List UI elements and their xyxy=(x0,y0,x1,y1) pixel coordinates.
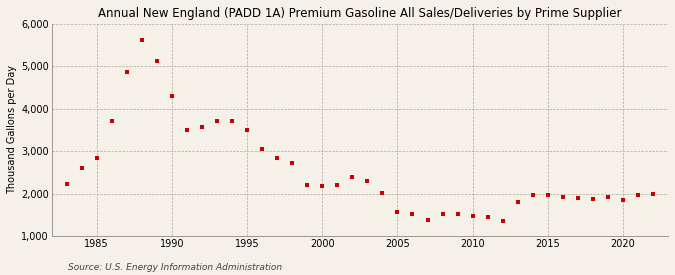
Point xyxy=(167,94,178,98)
Point xyxy=(212,119,223,123)
Point xyxy=(392,210,403,214)
Point xyxy=(347,175,358,179)
Point xyxy=(91,156,102,160)
Text: Source: U.S. Energy Information Administration: Source: U.S. Energy Information Administ… xyxy=(68,263,281,272)
Point xyxy=(362,179,373,183)
Point xyxy=(287,160,298,165)
Point xyxy=(76,166,87,170)
Point xyxy=(332,183,343,187)
Point xyxy=(603,195,614,199)
Point xyxy=(256,147,267,152)
Point xyxy=(632,193,643,197)
Point xyxy=(407,212,418,217)
Point xyxy=(317,183,327,188)
Point xyxy=(422,218,433,222)
Point xyxy=(497,219,508,223)
Point xyxy=(302,183,313,187)
Point xyxy=(151,59,162,63)
Point xyxy=(543,193,554,197)
Point xyxy=(437,211,448,216)
Point xyxy=(467,214,478,218)
Point xyxy=(558,194,568,199)
Point xyxy=(647,191,658,196)
Point xyxy=(482,215,493,219)
Title: Annual New England (PADD 1A) Premium Gasoline All Sales/Deliveries by Prime Supp: Annual New England (PADD 1A) Premium Gas… xyxy=(98,7,622,20)
Point xyxy=(242,128,252,133)
Point xyxy=(61,182,72,186)
Y-axis label: Thousand Gallons per Day: Thousand Gallons per Day xyxy=(7,65,17,194)
Point xyxy=(587,197,598,201)
Point xyxy=(377,191,388,195)
Point xyxy=(107,119,117,123)
Point xyxy=(512,200,523,204)
Point xyxy=(572,196,583,200)
Point xyxy=(122,70,132,74)
Point xyxy=(527,193,538,197)
Point xyxy=(136,38,147,42)
Point xyxy=(196,125,207,130)
Point xyxy=(227,119,238,123)
Point xyxy=(182,127,192,132)
Point xyxy=(618,198,628,202)
Point xyxy=(452,212,463,217)
Point xyxy=(272,155,283,160)
